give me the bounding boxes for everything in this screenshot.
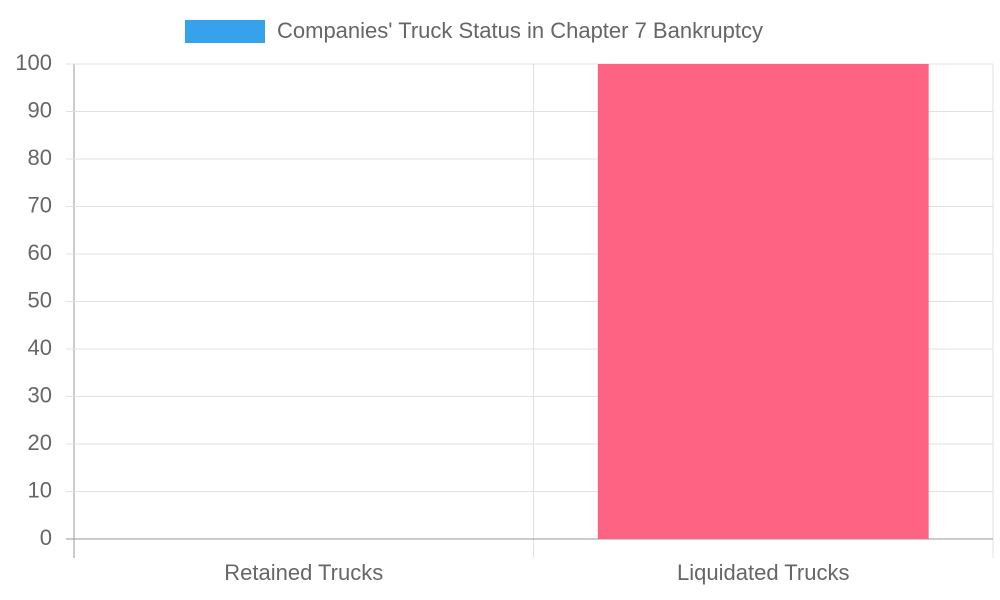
x-tick-label: Retained Trucks <box>224 560 383 585</box>
legend-label: Companies' Truck Status in Chapter 7 Ban… <box>277 18 763 43</box>
y-tick-label: 70 <box>28 192 52 217</box>
y-tick-label: 60 <box>28 240 52 265</box>
y-tick-label: 100 <box>15 50 52 75</box>
x-tick-label: Liquidated Trucks <box>677 560 849 585</box>
y-tick-label: 40 <box>28 335 52 360</box>
legend-swatch <box>185 20 265 43</box>
bar <box>597 64 929 539</box>
y-tick-label: 0 <box>40 525 52 550</box>
y-tick-label: 90 <box>28 97 52 122</box>
y-tick-label: 30 <box>28 382 52 407</box>
y-tick-label: 50 <box>28 287 52 312</box>
y-tick-label: 20 <box>28 430 52 455</box>
y-tick-label: 10 <box>28 477 52 502</box>
y-tick-label: 80 <box>28 145 52 170</box>
